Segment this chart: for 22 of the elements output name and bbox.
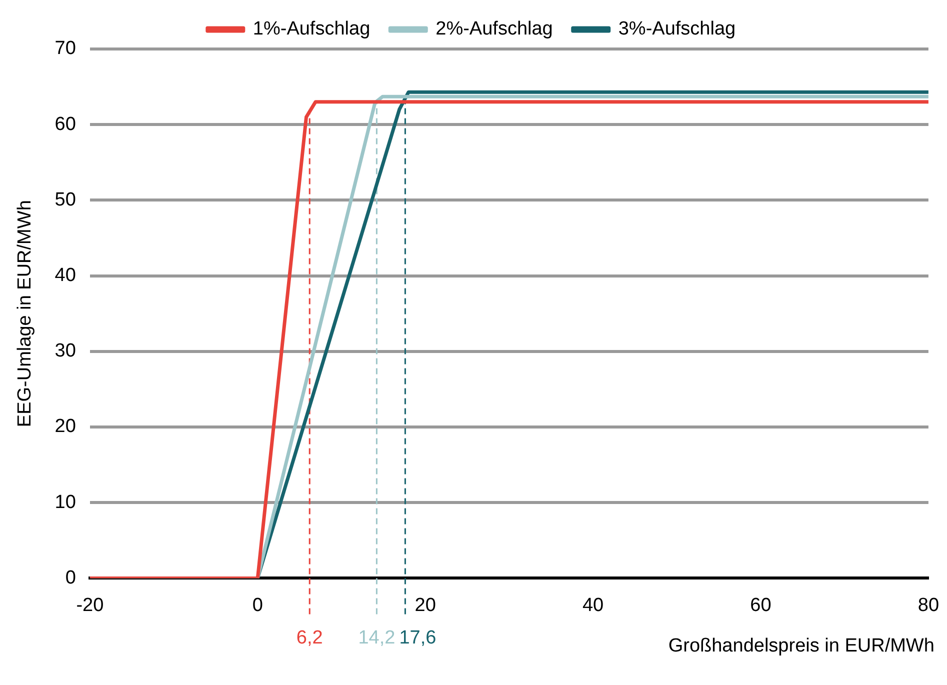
y-tick-label: 60 [54, 114, 76, 135]
y-tick-label: 40 [54, 265, 76, 286]
legend-label: 3%-Aufschlag [618, 18, 736, 40]
y-tick-label: 70 [54, 38, 76, 60]
x-tick-label: 80 [918, 594, 940, 616]
ref-line-label: 14,2 [358, 627, 396, 648]
legend-label: 1%-Aufschlag [252, 18, 370, 40]
ref-line-label: 6,2 [296, 627, 323, 648]
x-tick-label: -20 [76, 594, 104, 616]
x-tick-label: 20 [414, 594, 436, 616]
y-tick-label: 10 [54, 492, 76, 513]
y-axis-title: EEG-Umlage in EUR/MWh [14, 200, 36, 428]
x-tick-label: 0 [252, 594, 263, 616]
ref-line-label: 17,6 [399, 627, 436, 648]
x-tick-label: 60 [750, 594, 772, 616]
y-tick-label: 50 [54, 189, 76, 210]
y-tick-label: 0 [65, 567, 76, 588]
y-tick-label: 30 [54, 340, 76, 362]
y-tick-label: 20 [54, 416, 76, 438]
x-axis-title: Großhandelspreis in EUR/MWh [668, 635, 934, 656]
x-tick-label: 40 [582, 594, 604, 616]
legend-label: 2%-Aufschlag [436, 18, 553, 40]
